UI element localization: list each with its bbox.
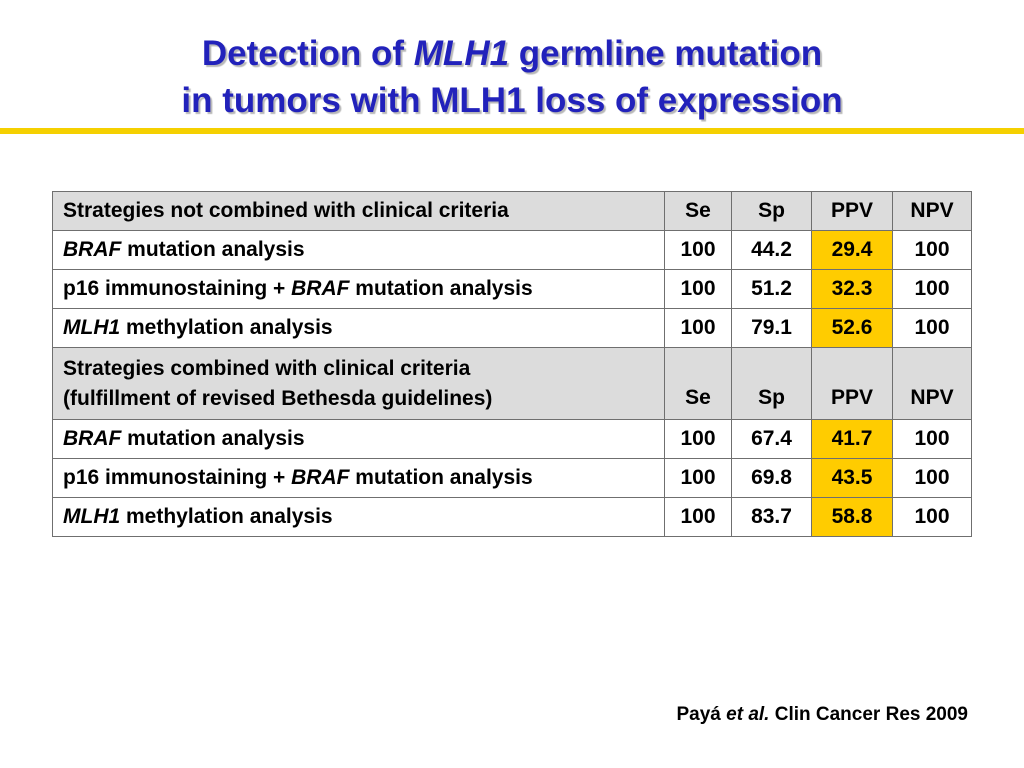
row-npv: 100 <box>892 308 972 348</box>
gene-name: BRAF <box>291 277 350 300</box>
gene-name: BRAF <box>63 238 122 261</box>
table-row: BRAF mutation analysis 100 67.4 41.7 100 <box>52 419 972 459</box>
subheader-sp: Sp <box>731 347 812 420</box>
title-line-1-end: germline mutation <box>509 34 823 73</box>
row-sp: 83.7 <box>731 497 812 537</box>
row-ppv: 58.8 <box>811 497 893 537</box>
row-strategy: MLH1 methylation analysis <box>52 497 665 537</box>
subheader-ppv: PPV <box>811 347 893 420</box>
row-se: 100 <box>664 419 732 459</box>
strategy-prefix: p16 immunostaining + <box>63 466 292 489</box>
subheader-strategy-line-1: Strategies combined with clinical criter… <box>63 356 471 380</box>
row-strategy: MLH1 methylation analysis <box>52 308 665 348</box>
row-sp: 69.8 <box>731 458 812 498</box>
row-se: 100 <box>664 308 732 348</box>
row-npv: 100 <box>892 419 972 459</box>
table-row: MLH1 methylation analysis 100 79.1 52.6 … <box>52 308 972 348</box>
subheader-se: Se <box>664 347 732 420</box>
table-header-row: Strategies not combined with clinical cr… <box>52 191 972 231</box>
row-se: 100 <box>664 458 732 498</box>
row-strategy: BRAF mutation analysis <box>52 419 665 459</box>
citation-journal: Clin Cancer Res 2009 <box>769 704 968 725</box>
subheader-npv: NPV <box>892 347 972 420</box>
strategy-performance-table: Strategies not combined with clinical cr… <box>52 191 972 537</box>
row-sp: 51.2 <box>731 269 812 309</box>
row-npv: 100 <box>892 269 972 309</box>
gene-name: MLH1 <box>63 505 121 528</box>
strategy-text: methylation analysis <box>120 316 333 339</box>
slide-title: Detection of MLH1 germline mutation in t… <box>0 30 1024 124</box>
row-ppv: 43.5 <box>811 458 893 498</box>
gene-name: BRAF <box>291 466 350 489</box>
row-strategy: p16 immunostaining + BRAF mutation analy… <box>52 458 665 498</box>
strategy-prefix: p16 immunostaining + <box>63 277 292 300</box>
table-row: p16 immunostaining + BRAF mutation analy… <box>52 458 972 498</box>
title-line-1: Detection of MLH1 germline mutation <box>0 30 1024 77</box>
row-npv: 100 <box>892 497 972 537</box>
strategy-text: mutation analysis <box>121 238 305 261</box>
row-ppv: 41.7 <box>811 419 893 459</box>
strategy-text: mutation analysis <box>349 466 533 489</box>
table-row: MLH1 methylation analysis 100 83.7 58.8 … <box>52 497 972 537</box>
table-row: BRAF mutation analysis 100 44.2 29.4 100 <box>52 230 972 270</box>
subheader-strategy-line-2: (fulfillment of revised Bethesda guideli… <box>63 386 493 410</box>
gene-name: BRAF <box>63 427 122 450</box>
title-line-2: in tumors with MLH1 loss of expression <box>181 81 843 120</box>
header-sp: Sp <box>731 191 812 231</box>
row-npv: 100 <box>892 230 972 270</box>
title-gene-name: MLH1 <box>413 34 510 73</box>
row-se: 100 <box>664 497 732 537</box>
header-ppv: PPV <box>811 191 893 231</box>
row-ppv: 29.4 <box>811 230 893 270</box>
row-sp: 67.4 <box>731 419 812 459</box>
title-line-1-start: Detection of <box>201 34 414 73</box>
title-underline-rule <box>0 128 1024 134</box>
gene-name: MLH1 <box>63 316 121 339</box>
strategy-text: mutation analysis <box>121 427 305 450</box>
subheader-strategy: Strategies combined with clinical criter… <box>52 347 665 420</box>
strategy-text: methylation analysis <box>120 505 333 528</box>
header-strategy: Strategies not combined with clinical cr… <box>52 191 665 231</box>
header-npv: NPV <box>892 191 972 231</box>
citation: Payá et al. Clin Cancer Res 2009 <box>676 704 968 726</box>
row-strategy: p16 immunostaining + BRAF mutation analy… <box>52 269 665 309</box>
row-sp: 44.2 <box>731 230 812 270</box>
citation-et-al: et al. <box>726 704 770 725</box>
row-strategy: BRAF mutation analysis <box>52 230 665 270</box>
row-ppv: 32.3 <box>811 269 893 309</box>
row-ppv: 52.6 <box>811 308 893 348</box>
table-subheader-row: Strategies combined with clinical criter… <box>52 347 972 420</box>
row-npv: 100 <box>892 458 972 498</box>
row-se: 100 <box>664 230 732 270</box>
table-row: p16 immunostaining + BRAF mutation analy… <box>52 269 972 309</box>
citation-author: Payá <box>676 704 727 725</box>
header-se: Se <box>664 191 732 231</box>
row-se: 100 <box>664 269 732 309</box>
row-sp: 79.1 <box>731 308 812 348</box>
strategy-text: mutation analysis <box>349 277 533 300</box>
